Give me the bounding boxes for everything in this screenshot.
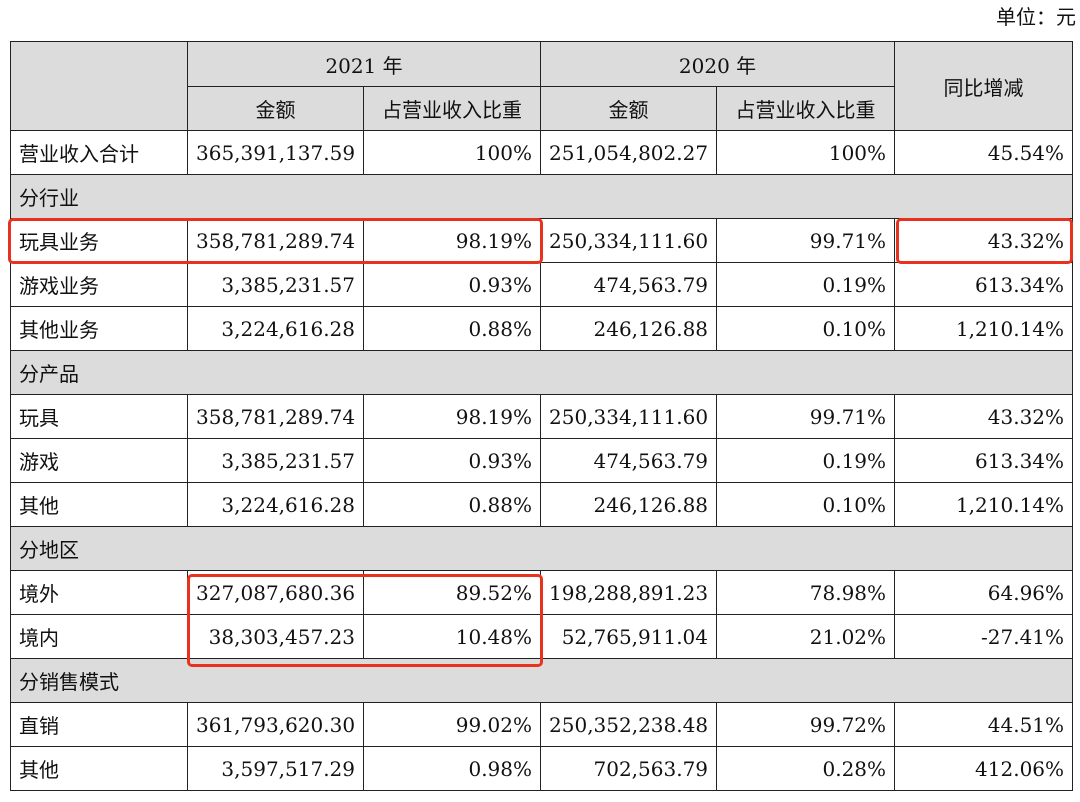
- row-label: 其他: [10, 746, 188, 791]
- cell-amount-2020: 702,563.79: [540, 746, 718, 791]
- cell-ratio-2020: 0.19%: [716, 438, 896, 483]
- cell-yoy-change: 43.32%: [894, 394, 1074, 439]
- cell-ratio-2020: 0.10%: [716, 482, 896, 527]
- cell-ratio-2021: 100%: [362, 130, 542, 175]
- table-body: 营业收入合计 365,391,137.59 100% 251,054,802.27 10…: [9, 130, 1074, 791]
- cell-amount-2020: 246,126.88: [540, 482, 718, 527]
- cell-amount-2021: 358,781,289.74: [187, 218, 364, 263]
- header-corner-cell: [10, 41, 188, 131]
- cell-ratio-2020: 0.28%: [716, 746, 896, 791]
- cell-yoy-change: 1,210.14%: [894, 482, 1074, 527]
- table-row: 其他业务 3,224,616.28 0.88% 246,126.88 0.10% 1,21…: [10, 306, 1074, 351]
- cell-yoy-change: 613.34%: [894, 438, 1074, 483]
- cell-amount-2020: 250,352,238.48: [540, 702, 718, 747]
- section-label: 分行业: [9, 174, 1074, 219]
- cell-ratio-2021: 98.19%: [362, 218, 542, 263]
- cell-ratio-2021: 0.88%: [362, 306, 542, 351]
- cell-amount-2020: 251,054,802.27: [540, 130, 718, 175]
- table-row: 境外 327,087,680.36 89.52% 198,288,891.23 78.9…: [10, 570, 1074, 615]
- row-label: 营业收入合计: [10, 130, 188, 175]
- table-row: 游戏 3,385,231.57 0.93% 474,563.79 0.19% 613.34…: [10, 438, 1074, 483]
- cell-ratio-2021: 10.48%: [362, 614, 542, 659]
- unit-label: 单位：元: [996, 5, 1076, 29]
- cell-yoy-change: -27.41%: [894, 614, 1074, 659]
- cell-ratio-2020: 78.98%: [716, 570, 896, 615]
- section-row: 分销售模式: [9, 658, 1074, 703]
- table-row: 玩具业务 358,781,289.74 98.19% 250,334,111.60 99…: [10, 218, 1074, 263]
- cell-amount-2020: 246,126.88: [540, 306, 718, 351]
- cell-amount-2020: 52,765,911.04: [540, 614, 718, 659]
- row-label: 境内: [10, 614, 188, 659]
- cell-ratio-2021: 0.93%: [362, 262, 542, 307]
- row-label: 玩具业务: [10, 218, 188, 263]
- header-amount-2021: 金额: [187, 86, 364, 131]
- section-label: 分地区: [9, 526, 1074, 571]
- cell-amount-2020: 250,334,111.60: [540, 218, 718, 263]
- cell-yoy-change: 43.32%: [894, 218, 1074, 263]
- table-row: 游戏业务 3,385,231.57 0.93% 474,563.79 0.19% 613.…: [10, 262, 1074, 307]
- cell-amount-2021: 3,224,616.28: [187, 306, 364, 351]
- cell-ratio-2021: 0.98%: [362, 746, 542, 791]
- section-label: 分产品: [9, 350, 1074, 395]
- cell-amount-2020: 474,563.79: [540, 262, 718, 307]
- cell-amount-2021: 365,391,137.59: [187, 130, 364, 175]
- table-row: 境内 38,303,457.23 10.48% 52,765,911.04 21.02%…: [10, 614, 1074, 659]
- cell-ratio-2020: 0.19%: [716, 262, 896, 307]
- cell-amount-2021: 3,597,517.29: [187, 746, 364, 791]
- cell-amount-2021: 358,781,289.74: [187, 394, 364, 439]
- section-row: 分产品: [9, 350, 1074, 395]
- section-row: 分地区: [9, 526, 1074, 571]
- table-row: 其他 3,597,517.29 0.98% 702,563.79 0.28% 412.06…: [10, 746, 1074, 791]
- row-label: 游戏: [10, 438, 188, 483]
- table-row: 直销 361,793,620.30 99.02% 250,352,238.48 99.7…: [10, 702, 1074, 747]
- header-year-2020: 2020 年: [540, 41, 896, 87]
- row-label: 玩具: [10, 394, 188, 439]
- cell-ratio-2021: 0.93%: [362, 438, 542, 483]
- cell-amount-2021: 3,385,231.57: [187, 438, 364, 483]
- cell-amount-2021: 327,087,680.36: [187, 570, 364, 615]
- cell-amount-2020: 250,334,111.60: [540, 394, 718, 439]
- table-row: 其他 3,224,616.28 0.88% 246,126.88 0.10% 1,210.…: [10, 482, 1074, 527]
- header-amount-2020: 金额: [540, 86, 718, 131]
- cell-ratio-2020: 100%: [716, 130, 896, 175]
- row-label: 境外: [10, 570, 188, 615]
- cell-amount-2021: 361,793,620.30: [187, 702, 364, 747]
- header-ratio-2020: 占营业收入比重: [716, 86, 896, 131]
- cell-ratio-2021: 99.02%: [362, 702, 542, 747]
- cell-ratio-2021: 98.19%: [362, 394, 542, 439]
- row-label: 直销: [10, 702, 188, 747]
- cell-ratio-2020: 99.71%: [716, 394, 896, 439]
- row-label: 其他: [10, 482, 188, 527]
- cell-yoy-change: 412.06%: [894, 746, 1074, 791]
- cell-amount-2020: 198,288,891.23: [540, 570, 718, 615]
- header-ratio-2021: 占营业收入比重: [362, 86, 542, 131]
- cell-yoy-change: 613.34%: [894, 262, 1074, 307]
- revenue-table: 2021 年 2020 年 同比增减 金额 占营业收入比重 金额 占营业收入比重…: [9, 41, 1074, 791]
- table-row: 玩具 358,781,289.74 98.19% 250,334,111.60 99.7…: [10, 394, 1074, 439]
- cell-ratio-2020: 99.71%: [716, 218, 896, 263]
- cell-ratio-2020: 0.10%: [716, 306, 896, 351]
- cell-ratio-2020: 99.72%: [716, 702, 896, 747]
- cell-ratio-2020: 21.02%: [716, 614, 896, 659]
- section-label: 分销售模式: [9, 658, 1074, 703]
- section-row: 分行业: [9, 174, 1074, 219]
- cell-amount-2021: 3,224,616.28: [187, 482, 364, 527]
- cell-yoy-change: 1,210.14%: [894, 306, 1074, 351]
- cell-yoy-change: 64.96%: [894, 570, 1074, 615]
- header-year-2021: 2021 年: [186, 41, 542, 87]
- cell-ratio-2021: 89.52%: [362, 570, 542, 615]
- cell-amount-2021: 3,385,231.57: [187, 262, 364, 307]
- row-label: 游戏业务: [10, 262, 188, 307]
- header-yoy: 同比增减: [894, 41, 1074, 131]
- cell-amount-2021: 38,303,457.23: [187, 614, 364, 659]
- cell-amount-2020: 474,563.79: [540, 438, 718, 483]
- row-label: 其他业务: [10, 306, 188, 351]
- cell-yoy-change: 44.51%: [894, 702, 1074, 747]
- table-row: 营业收入合计 365,391,137.59 100% 251,054,802.27 10…: [10, 130, 1074, 175]
- cell-yoy-change: 45.54%: [894, 130, 1074, 175]
- cell-ratio-2021: 0.88%: [362, 482, 542, 527]
